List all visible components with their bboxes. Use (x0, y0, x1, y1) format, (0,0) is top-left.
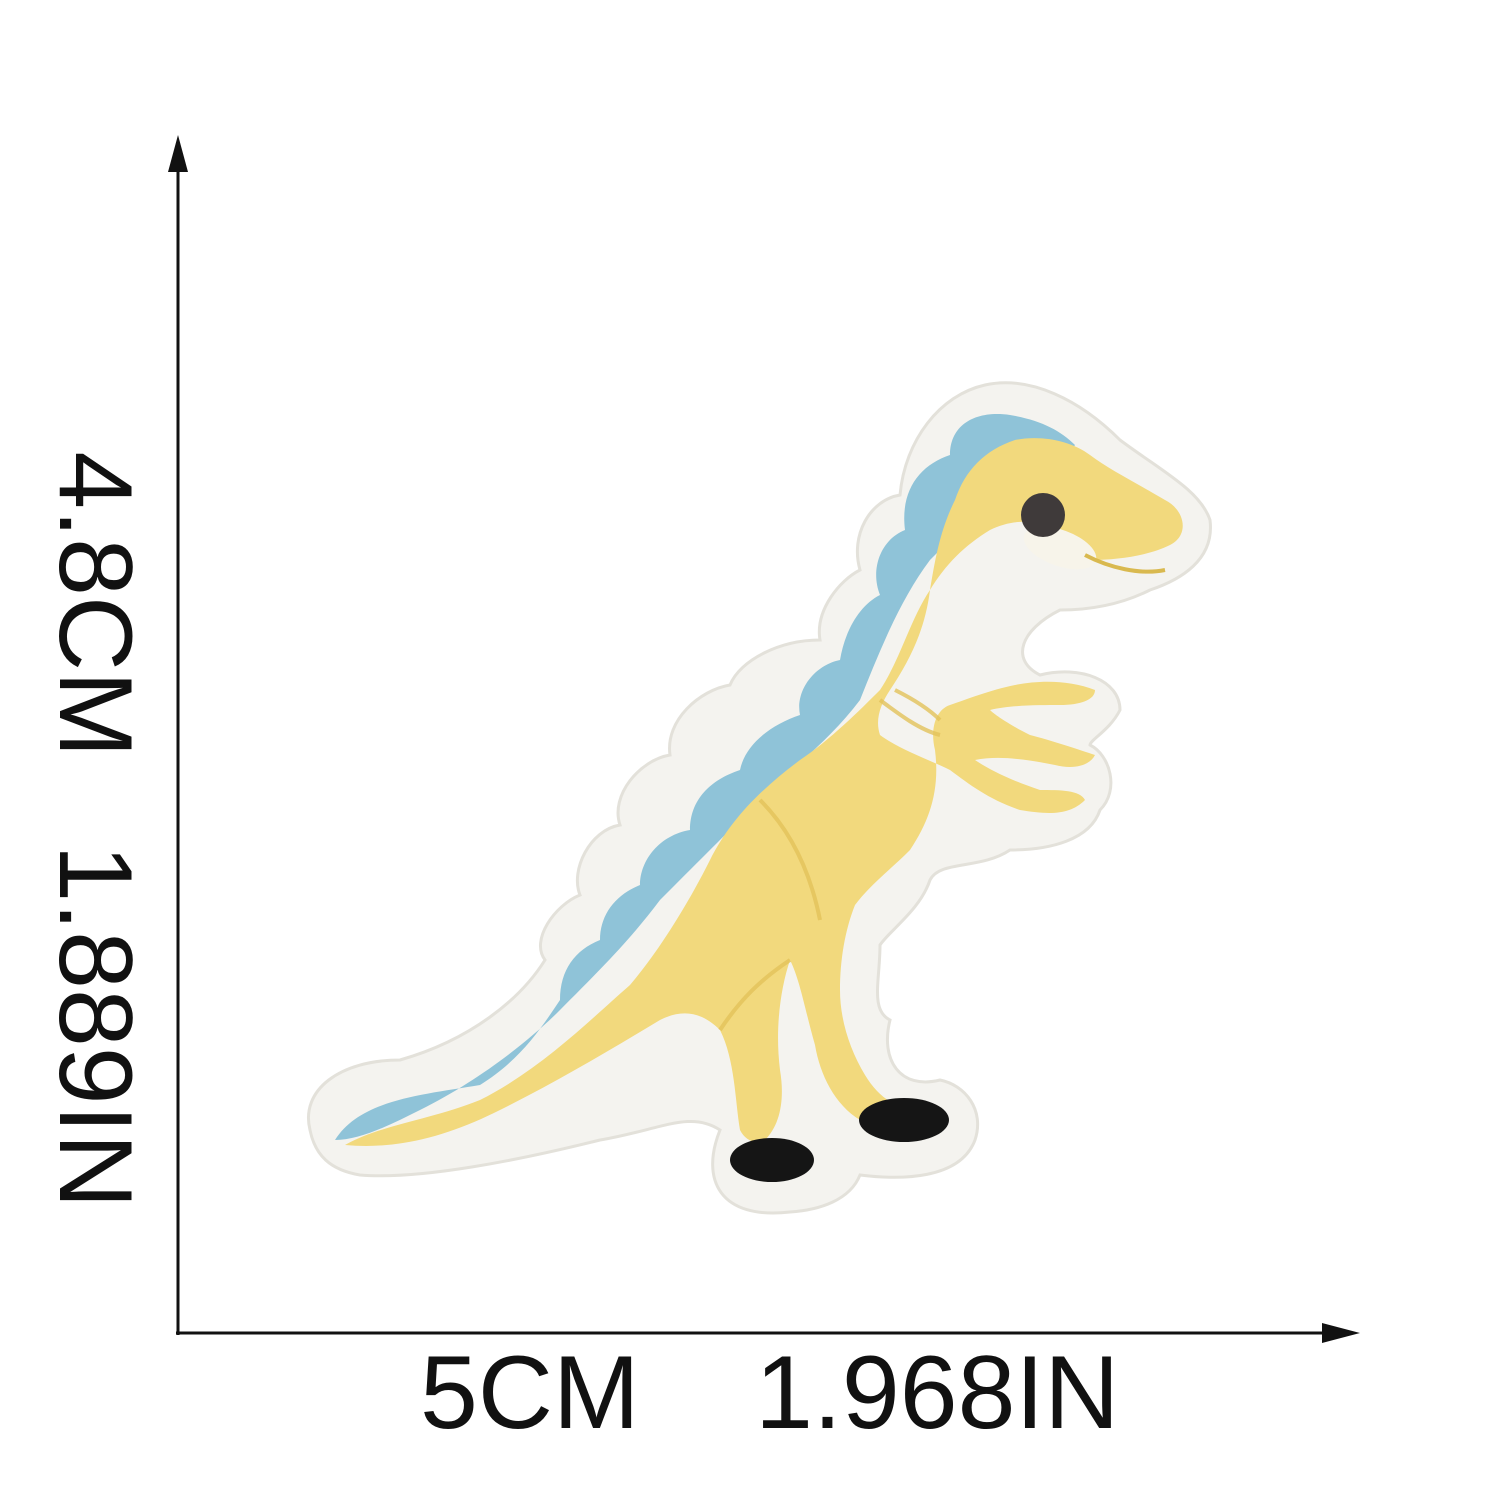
body-shading (718, 688, 942, 1032)
height-dimension-text: 4.8CM 1.889IN (37, 451, 153, 1209)
width-dimension-label: 5CM 1.968IN (420, 1335, 1120, 1451)
dinosaur-body (345, 438, 1183, 1146)
dinosaur-eye-white (1023, 526, 1097, 570)
vertical-axis-arrowhead-icon (168, 135, 188, 172)
dinosaur-spines (335, 414, 1075, 1140)
horizontal-axis-arrowhead-icon (1322, 1323, 1360, 1343)
dinosaur-foot-front (859, 1098, 949, 1142)
dinosaur-mouth (1084, 553, 1166, 574)
height-dimension-label: 4.8CM 1.889IN (20, 400, 170, 1260)
dinosaur-foot-back (730, 1138, 814, 1182)
dinosaur-eye (1021, 493, 1065, 537)
dimension-axes (168, 135, 1360, 1343)
dinosaur-patch-image (307, 381, 1212, 1215)
